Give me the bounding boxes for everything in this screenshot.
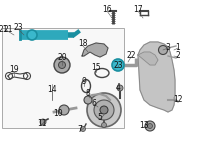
Text: 10: 10 bbox=[53, 108, 63, 117]
Circle shape bbox=[112, 59, 124, 71]
Text: 23: 23 bbox=[13, 24, 23, 32]
Text: 2: 2 bbox=[176, 51, 180, 61]
Circle shape bbox=[54, 57, 70, 73]
Text: 13: 13 bbox=[139, 122, 149, 131]
Circle shape bbox=[27, 30, 37, 40]
Text: 4: 4 bbox=[116, 83, 120, 92]
Text: 21: 21 bbox=[0, 25, 8, 35]
Circle shape bbox=[87, 93, 121, 127]
FancyBboxPatch shape bbox=[2, 28, 124, 128]
Circle shape bbox=[94, 100, 114, 120]
Text: 12: 12 bbox=[173, 96, 183, 105]
Text: 7: 7 bbox=[78, 126, 82, 135]
Text: 22: 22 bbox=[126, 51, 136, 60]
Text: 21: 21 bbox=[3, 25, 12, 35]
Circle shape bbox=[58, 61, 66, 69]
Text: 6: 6 bbox=[92, 98, 96, 107]
Text: 9: 9 bbox=[82, 76, 86, 86]
Circle shape bbox=[117, 85, 123, 91]
Circle shape bbox=[102, 122, 106, 127]
Text: 23: 23 bbox=[113, 61, 123, 71]
Circle shape bbox=[158, 46, 168, 55]
Circle shape bbox=[84, 96, 92, 104]
Text: 15: 15 bbox=[91, 62, 101, 71]
Polygon shape bbox=[82, 43, 108, 57]
Text: 17: 17 bbox=[133, 5, 143, 14]
Circle shape bbox=[145, 121, 155, 131]
Text: 11: 11 bbox=[37, 120, 47, 128]
Text: 3: 3 bbox=[166, 42, 170, 51]
Circle shape bbox=[59, 105, 69, 115]
Text: 14: 14 bbox=[47, 86, 57, 95]
Text: 18: 18 bbox=[78, 40, 88, 49]
Circle shape bbox=[80, 127, 86, 132]
Text: 16: 16 bbox=[102, 5, 112, 14]
Text: 19: 19 bbox=[9, 66, 19, 75]
Polygon shape bbox=[138, 52, 158, 65]
Text: 1: 1 bbox=[176, 42, 180, 51]
Text: 8: 8 bbox=[86, 88, 90, 97]
Text: 5: 5 bbox=[98, 113, 102, 122]
Circle shape bbox=[100, 106, 108, 114]
Polygon shape bbox=[138, 42, 175, 112]
Circle shape bbox=[148, 123, 153, 128]
Circle shape bbox=[40, 119, 46, 125]
Text: 20: 20 bbox=[57, 54, 67, 62]
